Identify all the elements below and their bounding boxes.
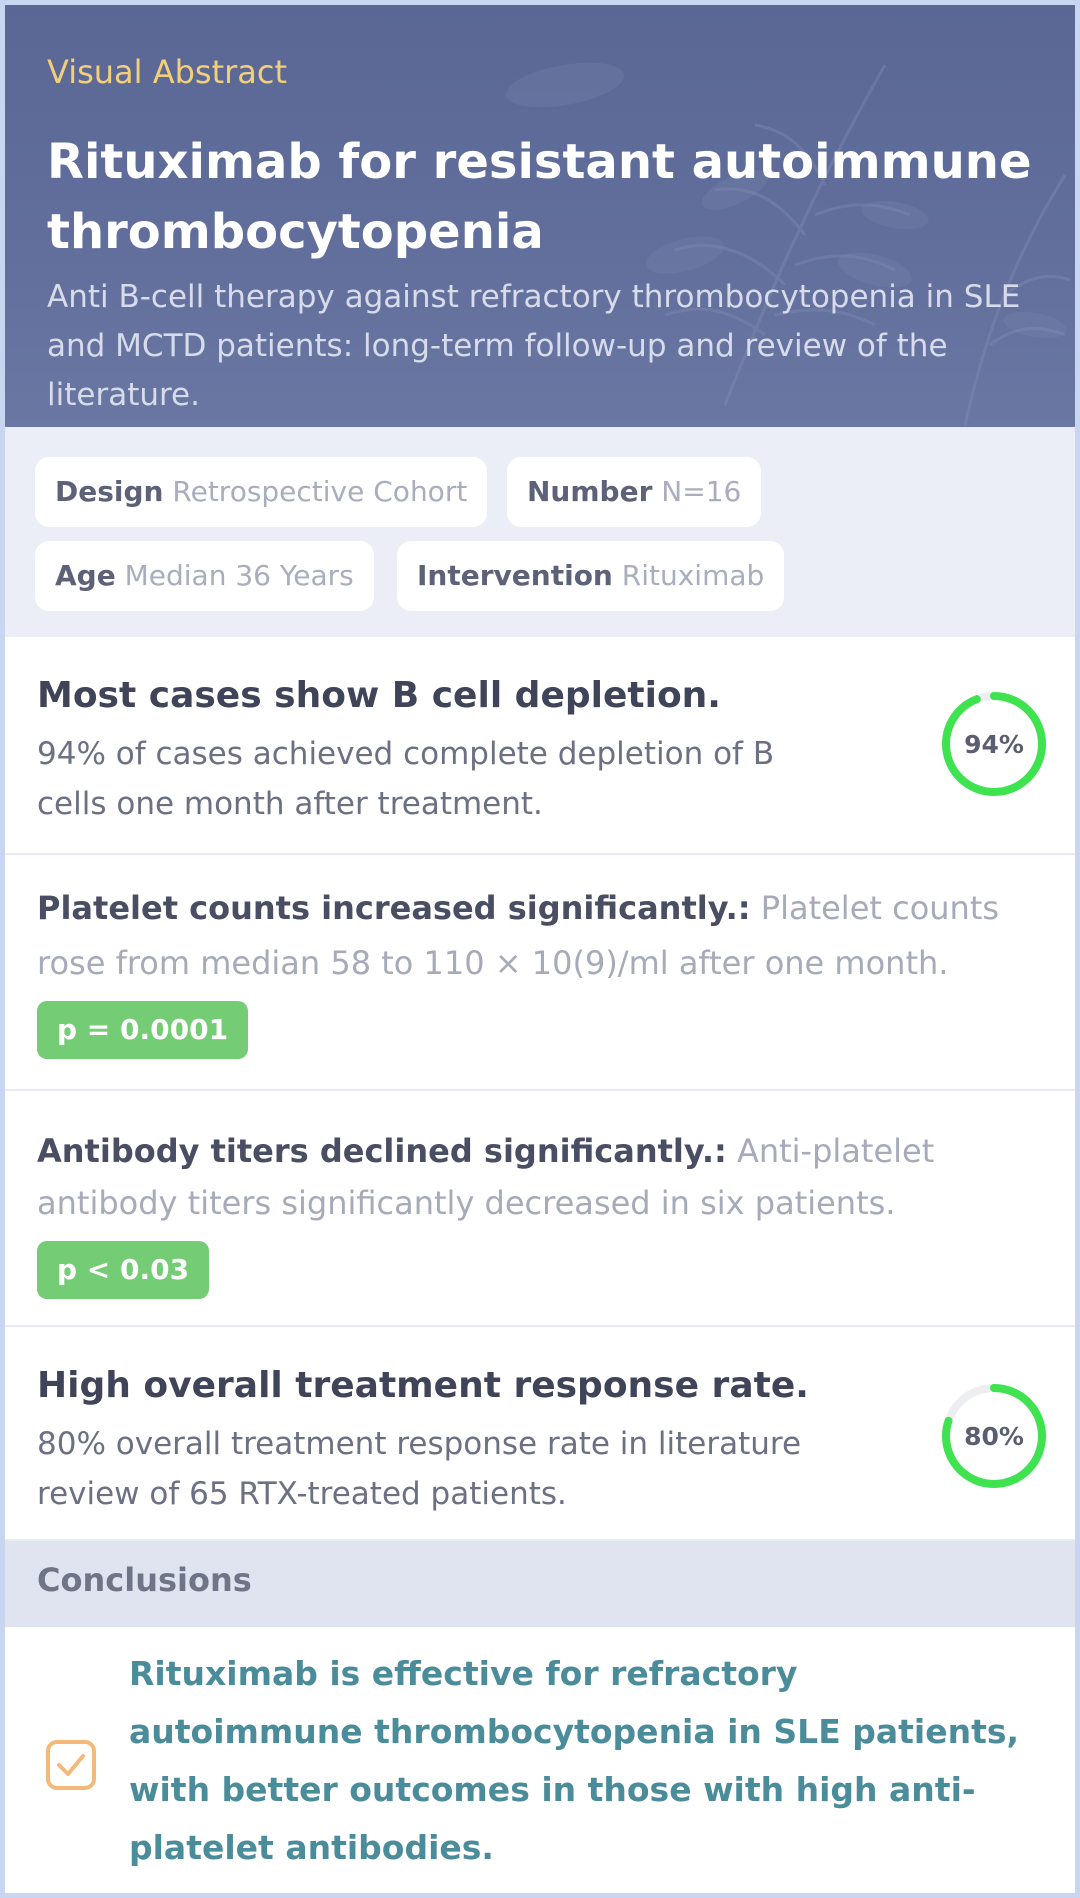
tag-intervention: Intervention Rituximab [397, 541, 785, 611]
finding-description: 80% overall treatment response rate in l… [37, 1426, 802, 1512]
finding-description: 94% of cases achieved complete depletion… [37, 736, 775, 822]
tag-key: Age [55, 559, 116, 592]
finding-title: Platelet counts increased significantly.… [37, 889, 751, 927]
abstract-header: Visual Abstract Rituximab for resistant … [5, 5, 1075, 427]
finding-text-block: Antibody titers declined significantly.:… [37, 1125, 1047, 1229]
ring-label: 94% [964, 730, 1024, 759]
page-title: Rituximab for resistant autoimmune throm… [47, 134, 1032, 260]
tag-value: Rituximab [621, 559, 765, 592]
tag-design: Design Retrospective Cohort [35, 457, 488, 527]
tag-value: Retrospective Cohort [172, 475, 468, 508]
conclusions-heading: Conclusions [37, 1561, 252, 1599]
tag-key: Number [527, 475, 653, 508]
progress-ring-94: 94% [942, 692, 1046, 796]
fern-background-decoration [505, 62, 1071, 426]
tag-key: Design [55, 475, 164, 508]
tag-age: Age Median 36 Years [35, 541, 374, 611]
progress-ring-80: 80% [942, 1384, 1046, 1488]
finding-response-rate: High overall treatment response rate. 80… [5, 1327, 1075, 1541]
tag-number: Number N=16 [507, 457, 762, 527]
finding-antibody-titers: Antibody titers declined significantly.:… [5, 1091, 1075, 1327]
finding-title: High overall treatment response rate. [37, 1365, 809, 1406]
finding-title: Most cases show B cell depletion. [37, 675, 721, 716]
p-value-badge: p < 0.03 [37, 1241, 210, 1299]
finding-text-block: Platelet counts increased significantly.… [37, 881, 1047, 991]
tag-value: N=16 [661, 475, 742, 508]
page-subtitle: Anti B-cell therapy against refractory t… [47, 279, 1021, 413]
checkbox-checked-icon [46, 1740, 96, 1790]
conclusion-text: Rituximab is effective for refractory au… [129, 1654, 1020, 1867]
study-tags: Design Retrospective Cohort Number N=16 … [5, 427, 1075, 637]
finding-description: Platelet counts rose from median 58 to 1… [37, 889, 1000, 982]
tag-value: Median 36 Years [124, 559, 354, 592]
finding-title: Antibody titers declined significantly.: [37, 1132, 727, 1170]
conclusions-body: Rituximab is effective for refractory au… [5, 1627, 1075, 1893]
ring-label: 80% [964, 1422, 1024, 1451]
finding-platelet-counts: Platelet counts increased significantly.… [5, 855, 1075, 1091]
tag-key: Intervention [417, 559, 613, 592]
conclusions-header: Conclusions [5, 1541, 1075, 1627]
p-value-badge: p = 0.0001 [37, 1001, 249, 1059]
finding-description: Anti-platelet antibody titers significan… [37, 1132, 935, 1222]
eyebrow-label: Visual Abstract [47, 53, 288, 91]
finding-b-cell-depletion: Most cases show B cell depletion. 94% of… [5, 637, 1075, 855]
